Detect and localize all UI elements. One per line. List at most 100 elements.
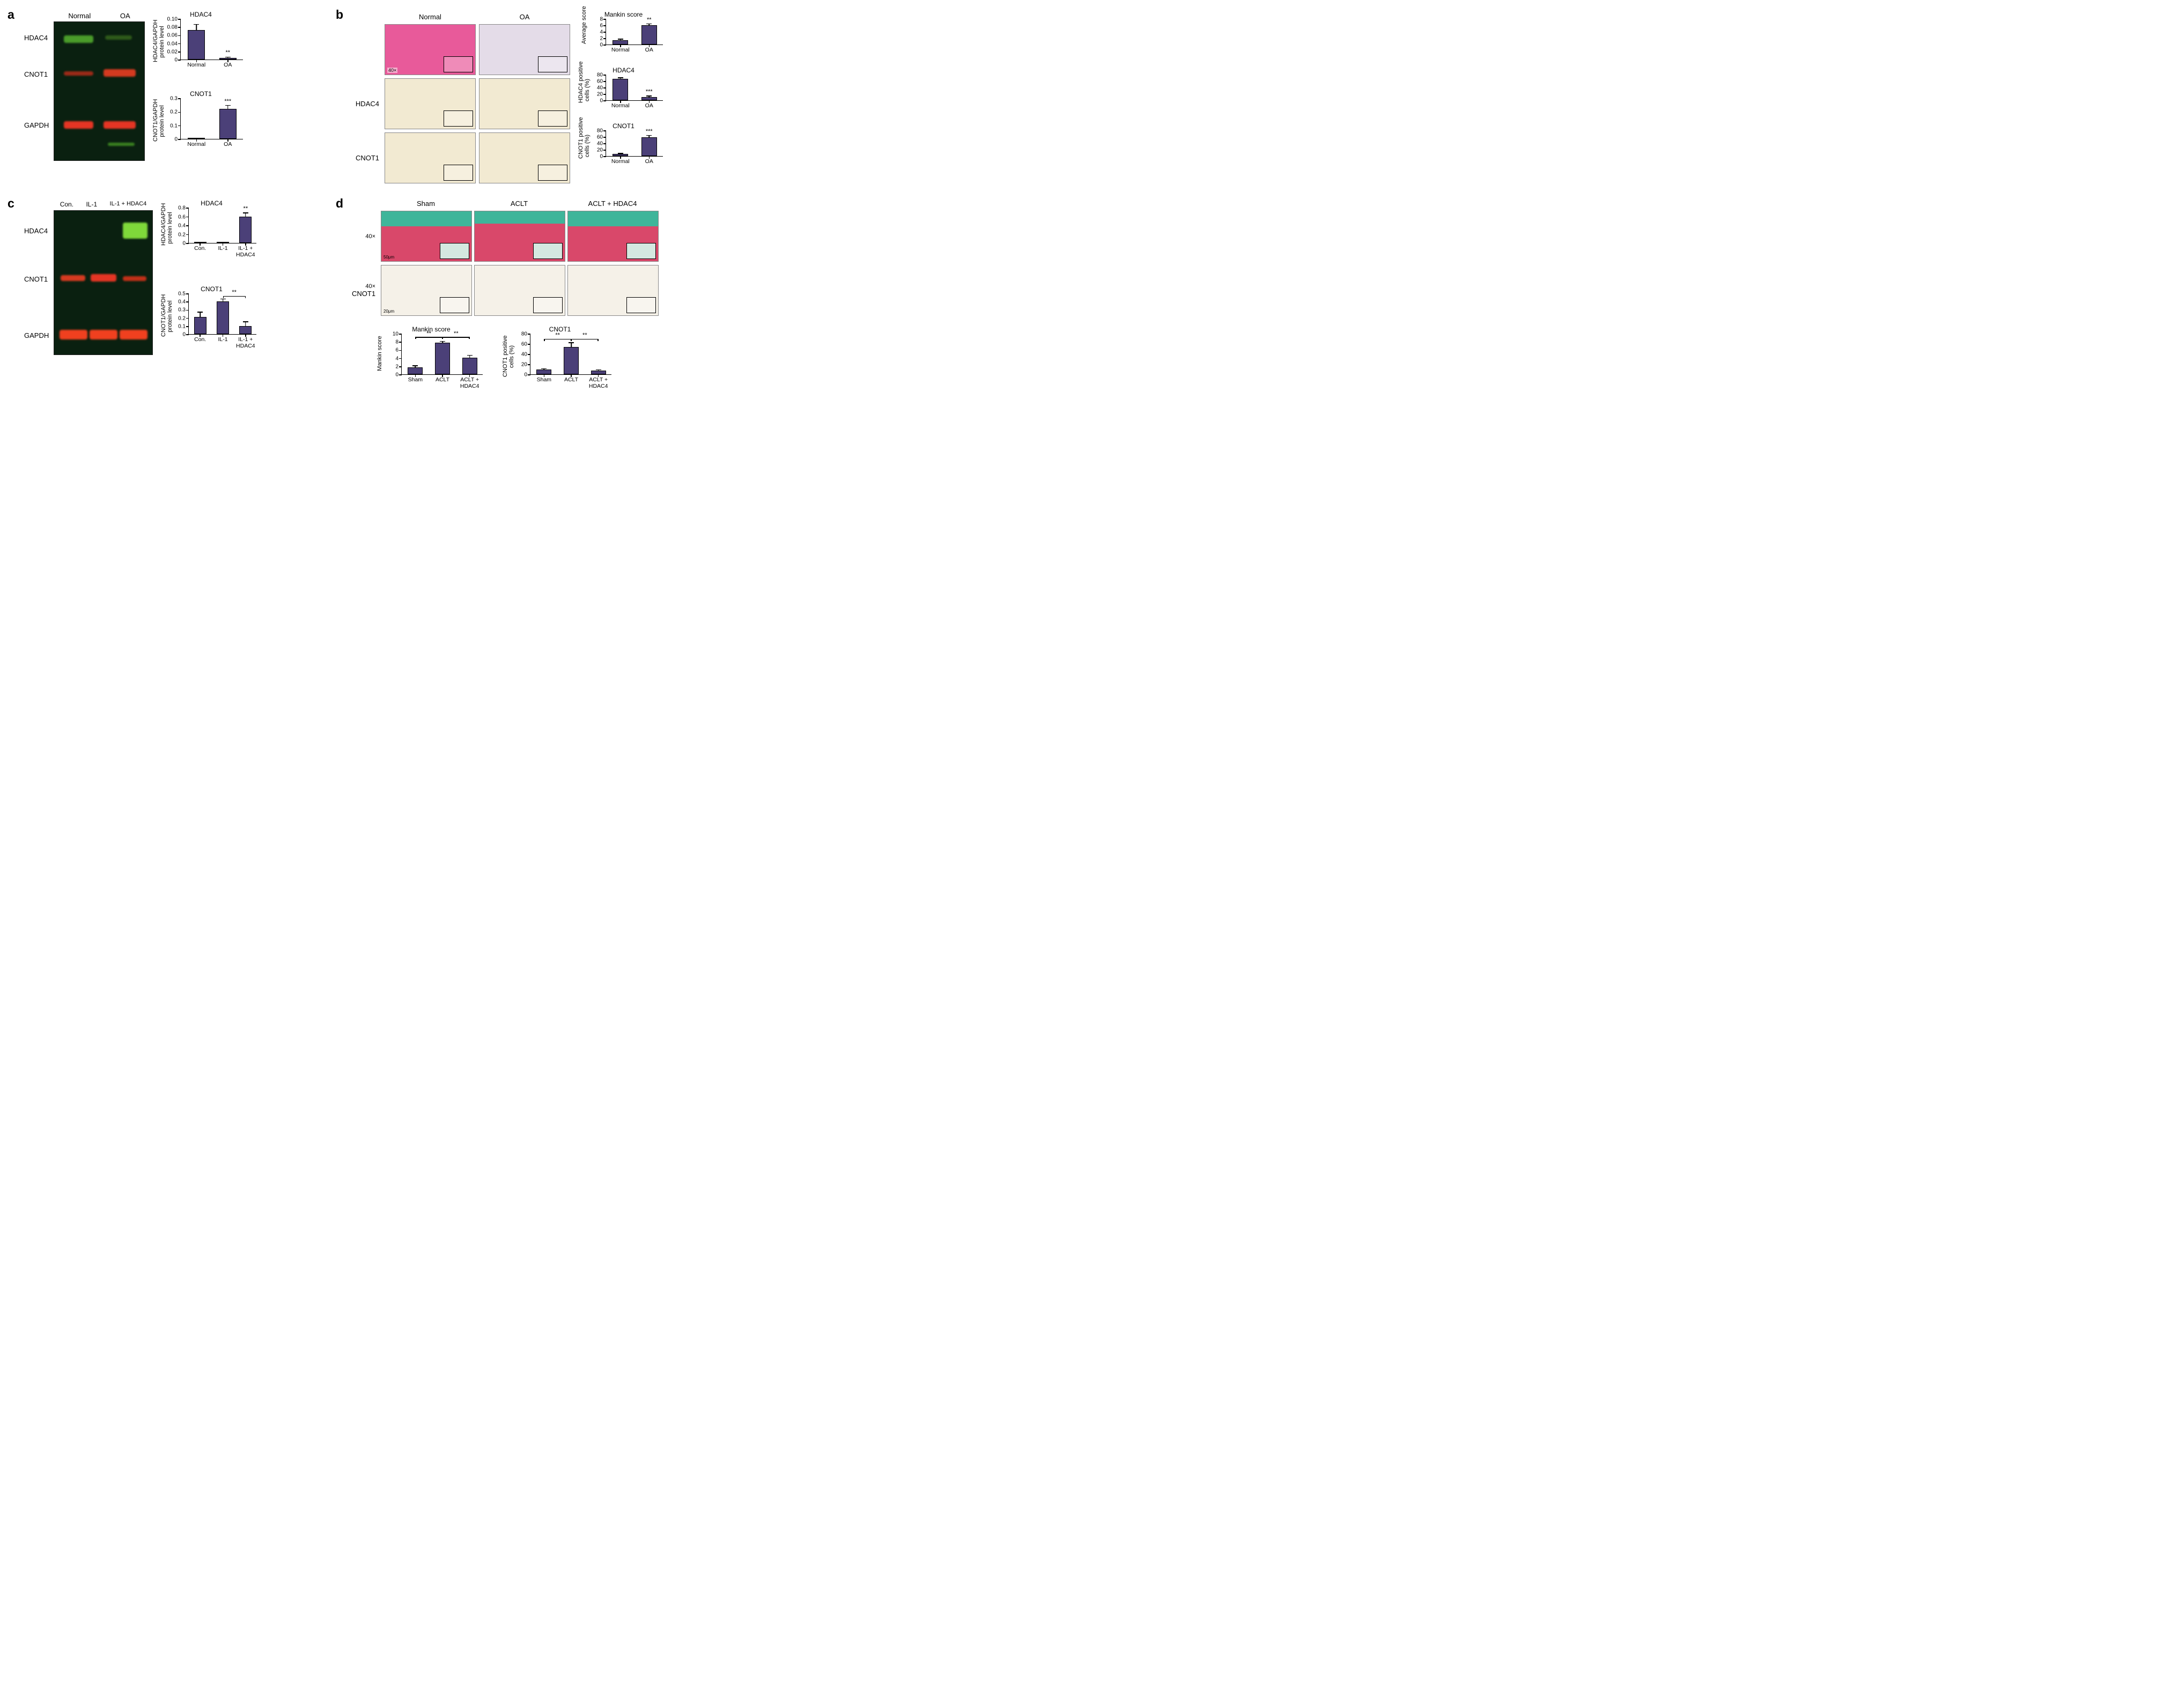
chart-plot-area: 020406080NormalOA*** <box>606 131 663 157</box>
histo-d-col-aclt: ACLT <box>474 200 564 208</box>
histo-b-he-oa <box>479 24 570 75</box>
chart-bar <box>408 367 423 374</box>
scale-d-bottom: 20μm <box>383 309 394 314</box>
chart-ylabel: CNOT1 positivecells (%) <box>502 336 515 377</box>
chart-bar <box>217 301 229 334</box>
chart-title: Mankin score <box>582 11 665 18</box>
chart-ylabel: CNOT1/GAPDHprotein level <box>152 101 165 142</box>
chart-plot-area: 020406080NormalOA*** <box>606 75 663 101</box>
chart-ylabel: CNOT1/GAPDHprotein level <box>160 296 173 337</box>
chart-plot-area: 0246810ShamACLTACLT +HDAC4**** <box>401 334 483 375</box>
wb-a-row-gapdh: GAPDH <box>24 121 49 129</box>
histo-b-col-normal: Normal <box>385 13 476 21</box>
chart-bar <box>591 371 606 374</box>
panel-d: d Sham ACLT ACLT + HDAC4 40× 50μm 40× CN… <box>339 200 665 390</box>
histo-d-mag-top: 40× <box>352 233 378 240</box>
histo-d-safo-aclt <box>474 211 565 262</box>
panel-a-western-blot: Normal OA HDAC4 CNOT1 GAPDH <box>54 21 145 161</box>
scale-d-top: 50μm <box>383 255 394 260</box>
histo-d-cnot1-aclt <box>474 265 565 316</box>
histo-b-col-oa: OA <box>479 13 570 21</box>
wb-c-lane-0: Con. <box>60 201 73 208</box>
chart-bar <box>239 326 252 334</box>
chart-bar <box>564 347 579 374</box>
panel-b-charts: Mankin scoreAverage score 02468NormalOA**… <box>582 11 665 183</box>
panel-c: c Con. IL-1 IL-1 + HDAC4 HDAC4 CNOT1 GAP… <box>11 200 318 390</box>
wb-a-image: HDAC4 CNOT1 GAPDH <box>54 21 145 161</box>
chart-bar <box>462 358 477 374</box>
histo-b-he-normal: 40× <box>385 24 476 75</box>
chart-c-cnot1: CNOT1CNOT1/GAPDHprotein level00.10.20.30… <box>165 285 259 350</box>
panel-a: a Normal OA HDAC4 CNOT1 GAPDH <box>11 11 318 183</box>
histo-d-col-aclthdac4: ACLT + HDAC4 <box>567 200 658 208</box>
chart-plot-area: 020406080ShamACLTACLT +HDAC4**** <box>530 334 611 375</box>
chart-title: HDAC4 <box>582 67 665 74</box>
panel-b: b Normal OA 40× HDAC4 CNOT1 <box>339 11 665 183</box>
chart-ylabel: Average score <box>581 18 587 44</box>
chart-bar <box>641 137 657 156</box>
chart-plot-area: 02468NormalOA** <box>606 19 663 45</box>
panel-c-western-blot: Con. IL-1 IL-1 + HDAC4 HDAC4 CNOT1 GAPDH <box>54 210 153 355</box>
wb-a-row-hdac4: HDAC4 <box>24 34 48 42</box>
wb-c-lane-labels: Con. IL-1 IL-1 + HDAC4 <box>54 201 153 208</box>
chart-ylabel: HDAC4/GAPDHprotein level <box>152 21 165 62</box>
chart-plot-area: 00.020.040.060.080.10NormalOA** <box>180 19 243 60</box>
chart-bar <box>613 79 628 100</box>
panel-d-label: d <box>336 196 343 211</box>
histo-d-safo-sham: 50μm <box>381 211 472 262</box>
panel-d-body: Sham ACLT ACLT + HDAC4 40× 50μm 40× CNOT… <box>339 200 665 390</box>
chart-ylabel: CNOT1 positivecells (%) <box>578 133 591 159</box>
wb-a-lane-labels: Normal OA <box>54 12 145 20</box>
histo-b-cnot1-oa <box>479 132 570 183</box>
chart-plot-area: 00.20.40.60.8Con.IL-1IL-1 +HDAC4** <box>188 208 256 243</box>
wb-a-lane-1: OA <box>120 12 130 20</box>
chart-a-hdac4: HDAC4HDAC4/GAPDHprotein level00.020.040.… <box>157 11 245 75</box>
chart-bar <box>435 343 450 374</box>
panel-c-charts: HDAC4HDAC4/GAPDHprotein level00.20.40.60… <box>165 200 259 355</box>
chart-plot-area: 00.10.20.30.40.5Con.IL-1IL-1 +HDAC4** <box>188 294 256 335</box>
chart-b-mankin: Mankin scoreAverage score 02468NormalOA** <box>582 11 665 60</box>
histo-d-cnot1-sham: 20μm <box>381 265 472 316</box>
wb-c-row-hdac4: HDAC4 <box>24 227 48 235</box>
wb-c-image: HDAC4 CNOT1 GAPDH <box>54 210 153 355</box>
wb-a-lane-0: Normal <box>68 12 91 20</box>
chart-bar <box>194 317 206 334</box>
wb-c-lane-1: IL-1 <box>86 201 97 208</box>
histo-d-cnot1-aclthdac4 <box>567 265 659 316</box>
chart-d-mankin: Mankin scoreMankin score0246810ShamACLTA… <box>378 326 485 390</box>
panel-d-charts: Mankin scoreMankin score0246810ShamACLTA… <box>378 326 665 390</box>
chart-bar <box>239 217 252 243</box>
chart-b-hdac4: HDAC4HDAC4 positivecells (%)020406080Nor… <box>582 67 665 116</box>
chart-bar <box>641 25 657 45</box>
histo-b-hdac4-oa <box>479 78 570 129</box>
histo-d-safo-aclthdac4 <box>567 211 659 262</box>
panel-a-charts: HDAC4HDAC4/GAPDHprotein level00.020.040.… <box>157 11 245 161</box>
histo-b-row-hdac4: HDAC4 <box>352 100 381 108</box>
wb-c-row-cnot1: CNOT1 <box>24 275 48 283</box>
panel-a-label: a <box>8 8 14 22</box>
histo-b-hdac4-normal <box>385 78 476 129</box>
chart-plot-area: 00.10.20.3NormalOA*** <box>180 99 243 139</box>
chart-bar <box>536 370 551 374</box>
histo-d-col-sham: Sham <box>381 200 471 208</box>
histo-b-row-cnot1: CNOT1 <box>352 154 381 162</box>
panel-c-label: c <box>8 196 14 211</box>
chart-c-hdac4: HDAC4HDAC4/GAPDHprotein level00.20.40.60… <box>165 200 259 258</box>
chart-b-cnot1: CNOT1CNOT1 positivecells (%)020406080Nor… <box>582 122 665 172</box>
chart-d-cnot1: CNOT1CNOT1 positivecells (%)020406080Sha… <box>506 326 614 390</box>
figure-container: a Normal OA HDAC4 CNOT1 GAPDH <box>11 11 665 390</box>
chart-ylabel: HDAC4 positivecells (%) <box>578 77 591 103</box>
chart-bar <box>219 109 237 139</box>
panel-b-label: b <box>336 8 343 22</box>
mag-label-b: 40× <box>387 68 397 73</box>
wb-c-lane-2: IL-1 + HDAC4 <box>110 201 147 208</box>
panel-b-histology-grid: Normal OA 40× HDAC4 CNOT1 <box>352 13 570 183</box>
chart-ylabel: Mankin score <box>377 333 383 374</box>
wb-a-row-cnot1: CNOT1 <box>24 70 48 78</box>
histo-d-row-cnot1: 40× CNOT1 <box>352 283 378 298</box>
chart-bar <box>613 40 628 45</box>
chart-bar <box>188 30 205 60</box>
chart-ylabel: HDAC4/GAPDHprotein level <box>160 210 173 246</box>
histo-b-cnot1-normal <box>385 132 476 183</box>
wb-c-row-gapdh: GAPDH <box>24 331 49 339</box>
